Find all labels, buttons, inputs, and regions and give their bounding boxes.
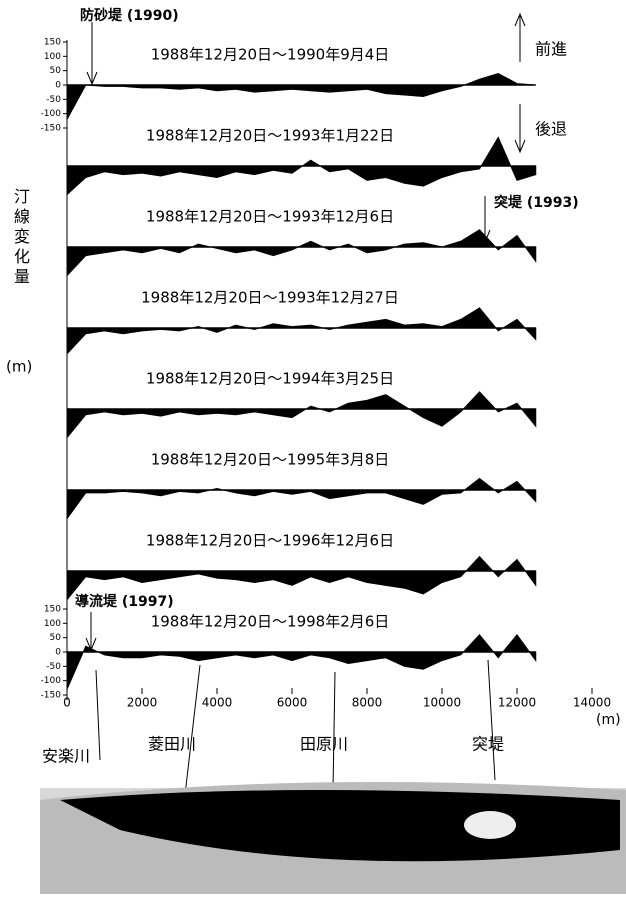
shoreline-area — [66, 136, 537, 196]
y-tick-label: 0 — [55, 648, 61, 658]
annotation: 防砂堤 (1990) — [80, 7, 179, 24]
river-label: 田原川 — [300, 735, 348, 754]
series-label: 1988年12月20日～1994年3月25日 — [146, 370, 394, 388]
y-tick-label: -100 — [41, 109, 62, 119]
annotation: 前進 — [535, 40, 567, 59]
arrows — [85, 12, 526, 796]
shoreline-area — [66, 477, 537, 521]
y-tick-label: 100 — [44, 52, 61, 62]
x-tick-label: 10000 — [423, 696, 461, 710]
shoreline-area — [66, 633, 537, 690]
x-tick-label: 6000 — [277, 696, 308, 710]
series-label: 1988年12月20日～1993年12月6日 — [146, 208, 394, 226]
y-tick-label: 50 — [50, 633, 62, 643]
annotation: 導流堤 (1997) — [75, 593, 174, 610]
y-unit: (m) — [6, 358, 32, 376]
river-label: 突堤 — [472, 735, 504, 754]
y-tick-label: -50 — [46, 95, 61, 105]
y-tick-label: 50 — [50, 66, 62, 76]
series-label: 1988年12月20日～1990年9月4日 — [151, 46, 390, 64]
x-tick-label: 0 — [63, 696, 71, 710]
x-tick-label: 2000 — [127, 696, 158, 710]
shoreline-area — [66, 229, 537, 277]
y-tick-label: -50 — [46, 662, 61, 672]
y-tick-label: -150 — [41, 124, 62, 134]
x-tick-label: 12000 — [498, 696, 536, 710]
y-tick-label: -100 — [41, 676, 62, 686]
series-label: 1988年12月20日～1998年2月6日 — [151, 613, 390, 631]
y-tick-label: -150 — [41, 691, 62, 701]
river-label: 菱田川 — [148, 735, 196, 754]
x-tick-label: 8000 — [352, 696, 383, 710]
y-tick-label: 0 — [55, 81, 61, 91]
y-axis-label: 汀線変化量 — [11, 188, 30, 288]
photo — [40, 782, 626, 894]
y-tick-label: 150 — [44, 605, 61, 615]
series-label: 1988年12月20日～1993年12月27日 — [141, 289, 399, 307]
shoreline-area — [66, 72, 536, 120]
shoreline-area — [66, 391, 537, 440]
series-label: 1988年12月20日～1993年1月22日 — [146, 127, 394, 145]
annotation: 後退 — [535, 120, 567, 139]
series-label: 1988年12月20日～1995年3月8日 — [151, 451, 390, 469]
shoreline-area — [66, 555, 537, 602]
series-label: 1988年12月20日～1996年12月6日 — [146, 532, 394, 550]
x-tick-label: 14000 — [573, 696, 611, 710]
y-tick-label: 150 — [44, 38, 61, 48]
shoreline-area — [66, 307, 537, 356]
x-unit: (m) — [596, 712, 621, 728]
annotation: 突堤 (1993) — [494, 194, 579, 211]
river-label: 安楽川 — [42, 747, 90, 766]
x-tick-label: 4000 — [202, 696, 233, 710]
y-tick-label: 100 — [44, 619, 61, 629]
